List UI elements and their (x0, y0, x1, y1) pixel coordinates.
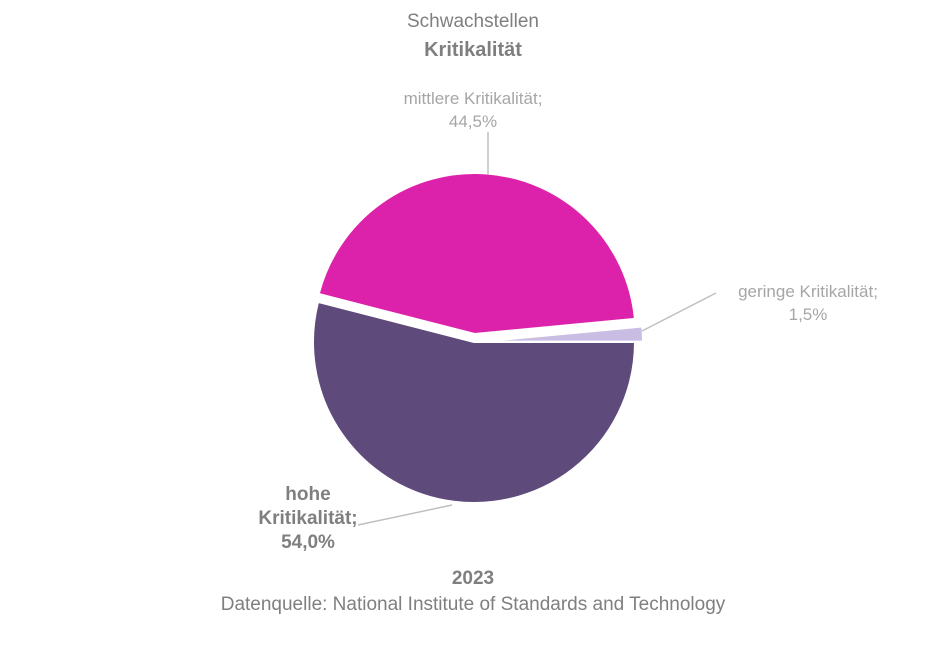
pie-slice-mittlere-kritikalit-t (317, 172, 637, 336)
chart-title: Schwachstellen (407, 11, 539, 32)
slice-label-line: mittlere Kritikalität; (404, 89, 543, 108)
slice-label-line: Kritikalität; (258, 508, 357, 529)
pie-slice-hohe-kritikalit-t (312, 300, 637, 504)
pie-slice-geringe-kritikalit-t (481, 325, 644, 343)
leader-line (357, 504, 453, 526)
pie-slices (312, 172, 644, 504)
slice-label-line: 1,5% (789, 305, 828, 324)
chart-subtitle: Kritikalität (424, 39, 522, 61)
slice-label-line: geringe Kritikalität; (738, 282, 878, 301)
slice-label-line: 44,5% (449, 112, 497, 131)
slice-label: hohe Kritikalität; 54,0% (258, 484, 357, 553)
chart-source: Datenquelle: National Institute of Stand… (221, 594, 726, 615)
chart-year: 2023 (452, 568, 494, 589)
leader-line (641, 292, 717, 332)
slice-label-line: 54,0% (281, 532, 335, 553)
slice-label: mittlere Kritikalität; 44,5% (404, 89, 543, 131)
slice-label-line: hohe (285, 484, 330, 505)
slice-labels: hohe Kritikalität; 54,0% mittlere Kritikali… (258, 89, 878, 553)
slice-label: geringe Kritikalität; 1,5% (738, 282, 878, 324)
leader-lines (357, 132, 717, 526)
